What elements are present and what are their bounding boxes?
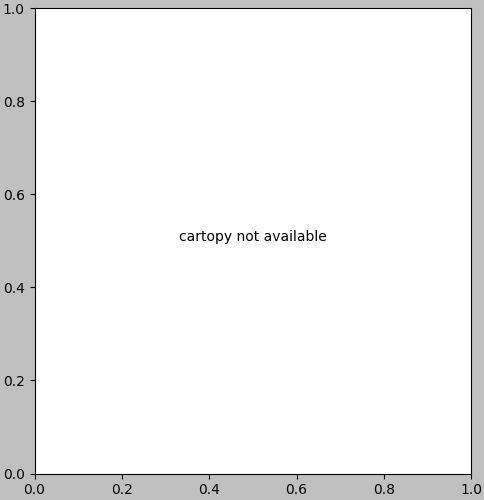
Text: cartopy not available: cartopy not available xyxy=(179,230,326,244)
